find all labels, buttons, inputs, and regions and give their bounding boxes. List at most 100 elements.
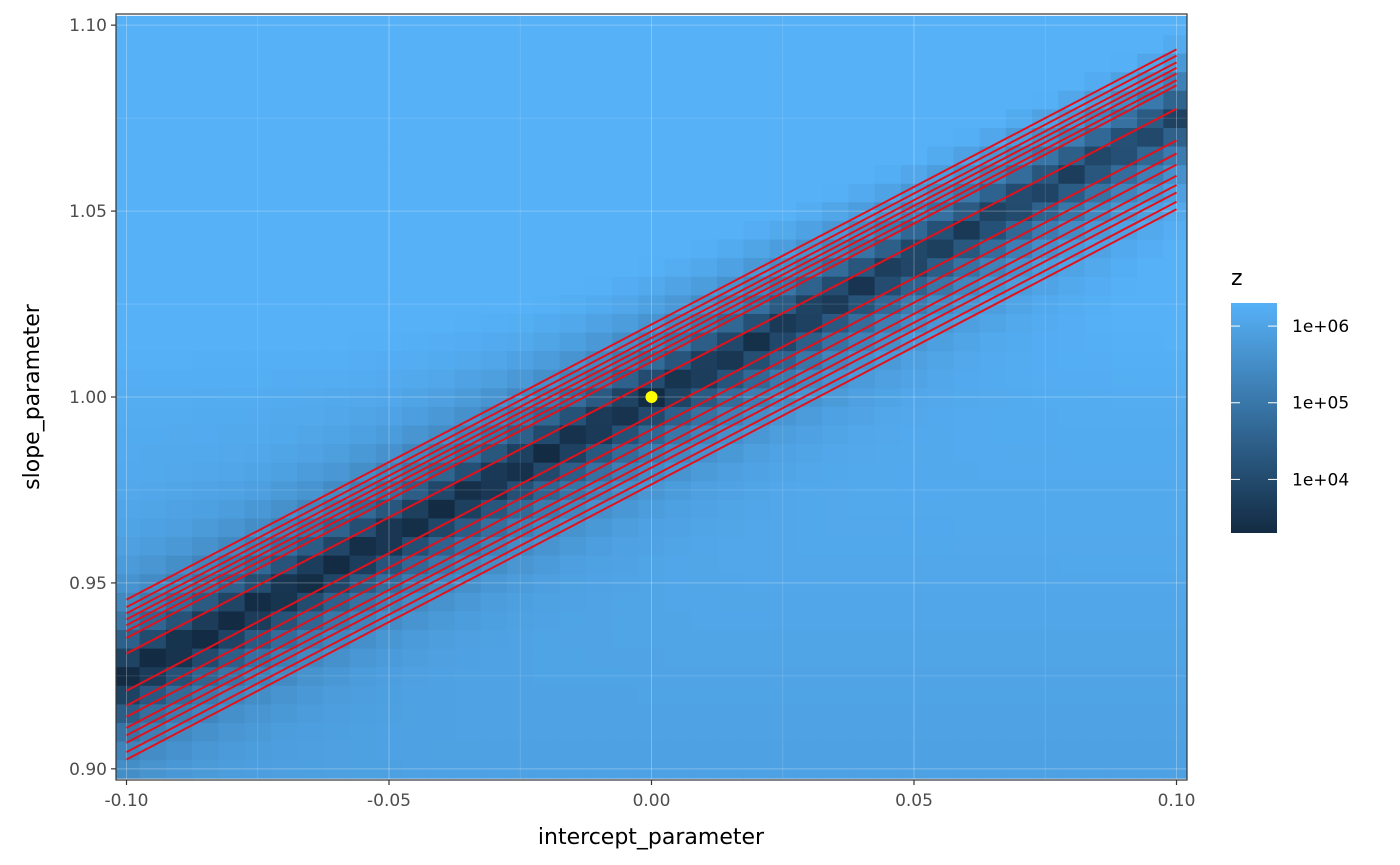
heatmap-tile — [375, 648, 403, 668]
heatmap-tile — [1005, 90, 1033, 110]
heatmap-tile — [480, 331, 508, 352]
heatmap-tile — [690, 703, 718, 723]
heatmap-tile — [638, 536, 666, 556]
heatmap-tile — [165, 220, 193, 240]
heatmap-tile — [270, 722, 298, 742]
heatmap-tile — [953, 462, 981, 482]
heatmap-tile — [743, 592, 771, 612]
heatmap-tile — [690, 759, 718, 779]
heatmap-tile — [1058, 666, 1086, 686]
heatmap-tile — [192, 276, 219, 296]
heatmap-tile — [402, 313, 429, 333]
heatmap-tile — [874, 703, 902, 723]
heatmap-tile — [953, 406, 981, 426]
heatmap-tile — [297, 480, 324, 500]
heatmap-tile — [874, 406, 902, 426]
heatmap-tile — [1084, 313, 1112, 333]
heatmap-tile — [690, 201, 718, 221]
heatmap-tile — [743, 183, 771, 203]
heatmap-tile — [165, 146, 193, 166]
heatmap-tile — [218, 387, 246, 407]
heatmap-tile — [848, 350, 876, 370]
heatmap-tile — [769, 183, 797, 203]
heatmap-tile — [690, 257, 718, 277]
heatmap-tile — [192, 15, 219, 36]
heatmap-tile — [428, 313, 456, 333]
heatmap-tile — [664, 666, 692, 686]
heatmap-tile — [612, 201, 639, 221]
heatmap-tile — [1058, 722, 1086, 742]
heatmap-tile — [900, 406, 928, 426]
heatmap-tile — [638, 15, 666, 36]
heatmap-tile — [116, 573, 141, 593]
heatmap-tile — [1110, 759, 1138, 779]
heatmap-tile — [1084, 53, 1112, 73]
heatmap-tile — [717, 610, 744, 630]
heatmap-tile — [1032, 71, 1059, 91]
heatmap-tile — [1032, 703, 1059, 723]
heatmap-tile — [218, 610, 246, 630]
heatmap-tile — [1137, 722, 1164, 742]
heatmap-tile — [402, 146, 429, 166]
heatmap-tile — [323, 629, 351, 649]
heatmap-tile — [927, 722, 954, 742]
heatmap-tile — [1137, 480, 1164, 500]
heatmap-tile — [638, 517, 666, 538]
heatmap-tile — [900, 146, 928, 166]
heatmap-tile — [192, 90, 219, 110]
heatmap-tile — [218, 238, 246, 259]
heatmap-tile — [480, 499, 508, 519]
heatmap-tile — [927, 443, 954, 463]
heatmap-tile — [1058, 313, 1086, 333]
heatmap-tile — [874, 71, 902, 91]
heatmap-tile — [192, 629, 219, 649]
heatmap-tile — [1005, 424, 1033, 445]
y-tick-label: 1.00 — [69, 388, 107, 408]
heatmap-tile — [612, 331, 639, 352]
heatmap-tile — [690, 573, 718, 593]
heatmap-tile — [139, 517, 167, 538]
heatmap-tile — [428, 629, 456, 649]
heatmap-tile — [769, 369, 797, 389]
legend-label: 1e+06 — [1292, 317, 1349, 337]
heatmap-tile — [1058, 53, 1086, 73]
heatmap-tile — [454, 201, 482, 221]
heatmap-tile — [1137, 294, 1164, 314]
heatmap-tile — [900, 443, 928, 463]
heatmap-tile — [743, 34, 771, 54]
heatmap-tile — [1005, 220, 1033, 240]
heatmap-tile — [165, 499, 193, 519]
heatmap-tile — [795, 443, 823, 463]
heatmap-tile — [480, 573, 508, 593]
heatmap-tile — [297, 257, 324, 277]
heatmap-tile — [1163, 740, 1187, 761]
heatmap-tile — [927, 610, 954, 630]
heatmap-tile — [664, 610, 692, 630]
red-line — [126, 208, 1177, 761]
heatmap-tile — [585, 610, 613, 630]
heatmap-tile — [507, 740, 534, 761]
heatmap-tile — [116, 53, 141, 73]
heatmap-tile — [822, 592, 849, 612]
heatmap-tile — [979, 350, 1007, 370]
heatmap-tile — [218, 740, 246, 761]
heatmap-tile — [1137, 15, 1164, 36]
heatmap-tile — [979, 759, 1007, 779]
heatmap-tile — [664, 759, 692, 779]
heatmap-tile — [1005, 387, 1033, 407]
heatmap-tile — [743, 648, 771, 668]
heatmap-tile — [979, 331, 1007, 352]
heatmap-tile — [585, 127, 613, 147]
heatmap-tile — [349, 536, 377, 556]
heatmap-tile — [533, 555, 561, 575]
heatmap-tile — [769, 313, 797, 333]
heatmap-tile — [953, 53, 981, 73]
heatmap-tile — [690, 536, 718, 556]
heatmap-tile — [690, 276, 718, 296]
heatmap-tile — [612, 573, 639, 593]
heatmap-tile — [349, 108, 377, 129]
heatmap-tile — [1163, 555, 1187, 575]
heatmap-tile — [717, 722, 744, 742]
heatmap-tile — [769, 722, 797, 742]
